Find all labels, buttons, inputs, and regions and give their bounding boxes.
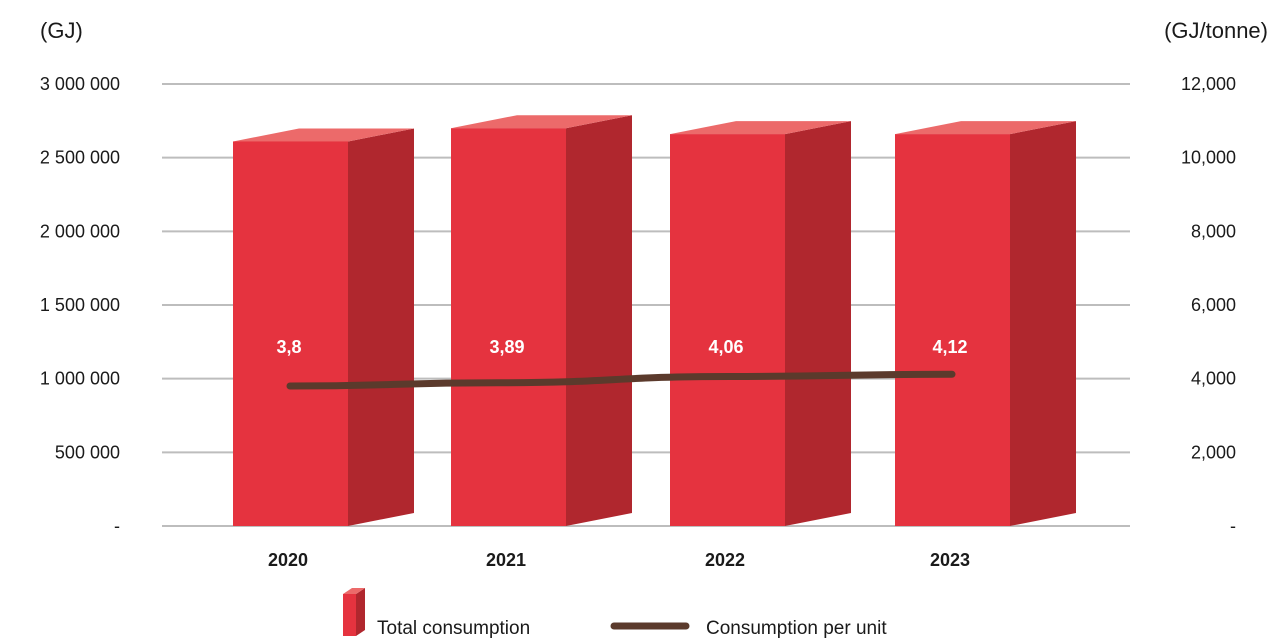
left-tick-label: 2 000 000 [40, 221, 120, 241]
right-tick-label: 2,000 [1191, 442, 1236, 462]
left-axis-unit: (GJ) [40, 18, 83, 43]
legend-item-line: Consumption per unit [610, 618, 887, 638]
bar-front [670, 134, 785, 527]
bar-top [895, 121, 1076, 135]
data-labels: 3,8 3,89 4,06 4,12 [276, 337, 967, 357]
bar-top [670, 121, 851, 135]
legend-item-bar: Total consumption [343, 588, 530, 638]
right-axis-unit: (GJ/tonne) [1164, 18, 1268, 43]
right-tick-label: - [1230, 516, 1236, 536]
left-tick-label: 2 500 000 [40, 148, 120, 168]
bar-2021 [451, 115, 632, 526]
legend-bar-label: Total consumption [377, 618, 530, 638]
right-axis-ticks: - 2,000 4,000 6,000 8,000 10,000 12,000 [1181, 74, 1236, 536]
right-tick-label: 8,000 [1191, 221, 1236, 241]
right-tick-label: 10,000 [1181, 148, 1236, 168]
left-tick-label: 1 500 000 [40, 295, 120, 315]
data-label: 3,8 [276, 337, 301, 357]
data-label: 4,12 [932, 337, 967, 357]
legend-bar-swatch-front [343, 594, 356, 636]
legend-bar-swatch [343, 588, 365, 636]
bar-series [233, 115, 1076, 527]
left-tick-label: 1 000 000 [40, 369, 120, 389]
right-tick-label: 12,000 [1181, 74, 1236, 94]
consumption-per-unit-line [286, 370, 956, 390]
data-label: 3,89 [489, 337, 524, 357]
category-label: 2023 [930, 550, 970, 570]
x-axis-categories: 2020 2021 2022 2023 [268, 550, 970, 570]
bar-front [451, 128, 566, 526]
left-axis-ticks: - 500 000 1 000 000 1 500 000 2 000 000 2 500… [40, 74, 120, 536]
right-tick-label: 6,000 [1191, 295, 1236, 315]
bar-front [233, 141, 348, 526]
bar-side [348, 128, 414, 526]
bar-top [233, 128, 414, 142]
left-tick-label: 500 000 [55, 442, 120, 462]
bar-front [895, 134, 1010, 527]
bar-2023 [895, 121, 1076, 527]
bar-side [566, 115, 632, 526]
data-label: 4,06 [708, 337, 743, 357]
bar-side [785, 121, 851, 527]
bar-2022 [670, 121, 851, 527]
left-tick-label: 3 000 000 [40, 74, 120, 94]
legend-bar-swatch-top [343, 588, 365, 594]
legend-line-label: Consumption per unit [706, 618, 887, 638]
right-tick-label: 4,000 [1191, 369, 1236, 389]
category-label: 2022 [705, 550, 745, 570]
legend: Total consumption Consumption per unit [343, 588, 887, 638]
legend-bar-swatch-side [356, 588, 365, 636]
bar-top [451, 115, 632, 129]
bar-2020 [233, 128, 414, 526]
category-label: 2021 [486, 550, 526, 570]
left-tick-label: - [114, 516, 120, 536]
line-series [286, 370, 956, 390]
category-label: 2020 [268, 550, 308, 570]
bar-side [1010, 121, 1076, 527]
